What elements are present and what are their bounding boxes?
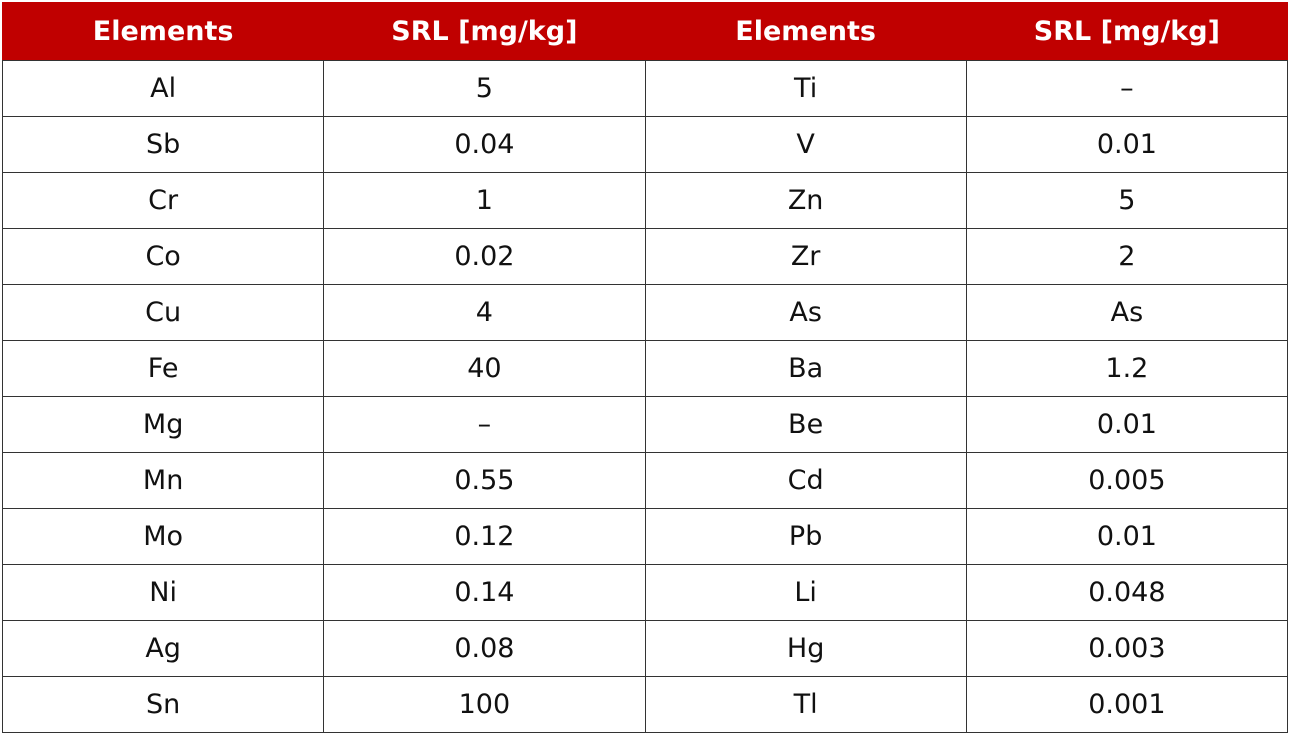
element-cell: Mo: [1, 508, 325, 565]
element-cell: Zr: [644, 228, 967, 285]
srl-cell: 0.55: [323, 452, 646, 509]
srl-cell: 40: [323, 340, 646, 397]
element-cell: As: [644, 284, 967, 341]
element-cell: Hg: [644, 620, 967, 677]
element-cell: Mn: [1, 452, 325, 509]
table-row: Mn 0.55 Cd 0.005: [1, 452, 1289, 509]
element-cell: Ti: [644, 60, 967, 117]
header-cell: Elements: [1, 2, 325, 61]
srl-cell: 100: [323, 676, 646, 733]
element-cell: Zn: [644, 172, 967, 229]
element-cell: Ni: [1, 564, 325, 621]
srl-cell: 0.01: [965, 116, 1289, 173]
srl-cell: –: [323, 396, 646, 453]
element-cell: Sb: [1, 116, 325, 173]
srl-cell: 0.12: [323, 508, 646, 565]
table-header: Elements SRL [mg/kg] Elements SRL [mg/kg]: [1, 2, 1289, 61]
table-row: Fe 40 Ba 1.2: [1, 340, 1289, 397]
element-cell: Ag: [1, 620, 325, 677]
element-cell: Sn: [1, 676, 325, 733]
table-row: Co 0.02 Zr 2: [1, 228, 1289, 285]
srl-cell: 0.02: [323, 228, 646, 285]
element-cell: Al: [1, 60, 325, 117]
element-cell: Co: [1, 228, 325, 285]
header-cell: SRL [mg/kg]: [965, 2, 1289, 61]
srl-cell: 0.005: [965, 452, 1289, 509]
table-row: Mo 0.12 Pb 0.01: [1, 508, 1289, 565]
table-row: Sn 100 Tl 0.001: [1, 676, 1289, 733]
element-cell: Mg: [1, 396, 325, 453]
srl-cell: 1.2: [965, 340, 1289, 397]
srl-cell: 0.001: [965, 676, 1289, 733]
srl-cell: 0.04: [323, 116, 646, 173]
srl-cell: 0.048: [965, 564, 1289, 621]
srl-cell: 2: [965, 228, 1289, 285]
srl-cell: 0.003: [965, 620, 1289, 677]
srl-cell: 5: [965, 172, 1289, 229]
element-cell: Pb: [644, 508, 967, 565]
srl-cell: 0.14: [323, 564, 646, 621]
srl-cell: 0.01: [965, 396, 1289, 453]
element-cell: Li: [644, 564, 967, 621]
table-row: Mg – Be 0.01: [1, 396, 1289, 453]
element-cell: Cr: [1, 172, 325, 229]
element-cell: V: [644, 116, 967, 173]
table-row: Cu 4 As As: [1, 284, 1289, 341]
header-row: Elements SRL [mg/kg] Elements SRL [mg/kg]: [1, 2, 1289, 61]
table-row: Ni 0.14 Li 0.048: [1, 564, 1289, 621]
element-cell: Be: [644, 396, 967, 453]
element-cell: Cd: [644, 452, 967, 509]
header-cell: Elements: [644, 2, 967, 61]
header-cell: SRL [mg/kg]: [323, 2, 646, 61]
element-cell: Fe: [1, 340, 325, 397]
table-body: Al 5 Ti – Sb 0.04 V 0.01 Cr 1 Zn 5 Co 0.02 Zr 2 Cu 4 As As F…: [1, 60, 1289, 733]
srl-cell: 4: [323, 284, 646, 341]
srl-cell: –: [965, 60, 1289, 117]
element-cell: Tl: [644, 676, 967, 733]
srl-cell: 5: [323, 60, 646, 117]
srl-cell: As: [965, 284, 1289, 341]
table-row: Ag 0.08 Hg 0.003: [1, 620, 1289, 677]
table-row: Cr 1 Zn 5: [1, 172, 1289, 229]
srl-cell: 0.01: [965, 508, 1289, 565]
element-cell: Ba: [644, 340, 967, 397]
srl-cell: 0.08: [323, 620, 646, 677]
table-row: Sb 0.04 V 0.01: [1, 116, 1289, 173]
element-cell: Cu: [1, 284, 325, 341]
table-row: Al 5 Ti –: [1, 60, 1289, 117]
srl-cell: 1: [323, 172, 646, 229]
